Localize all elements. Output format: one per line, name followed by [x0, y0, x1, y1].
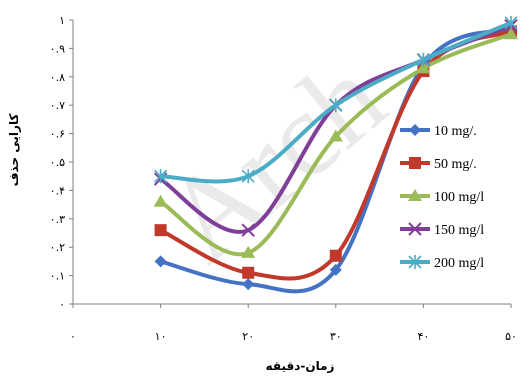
x-tick-label: ۰: [70, 330, 76, 343]
series-5: [154, 15, 518, 184]
y-tick-label: ۰.۹: [50, 42, 65, 55]
data-point: [504, 15, 518, 30]
y-tick-label: ۰.۱: [50, 270, 65, 283]
axes: ۰۰.۱۰.۲۰.۳۰.۴۰.۵۰.۶۰.۷۰.۸۰.۹۱۰ ۱۰ ۲۰ ۳۰ ۴۰ ۵۰: [50, 14, 517, 343]
legend-label: 150 mg/l: [434, 223, 484, 238]
series-3: [153, 27, 518, 258]
y-tick-label: ۱: [59, 14, 65, 27]
x-tick-label: ۱۰: [155, 330, 167, 343]
x-tick-label: ۵۰: [505, 330, 517, 343]
data-point: [241, 169, 255, 184]
y-tick-label: ۰.۴: [50, 184, 65, 197]
series-line: [158, 26, 513, 294]
series-layer: [153, 15, 518, 294]
y-tick-label: ۰.۵: [50, 156, 65, 169]
legend-swatch-marker: [408, 255, 422, 269]
data-point: [329, 263, 342, 276]
legend-swatch-marker: [408, 189, 422, 201]
y-axis-title: کارایی حذف: [7, 114, 21, 187]
legend-item: 150 mg/l: [400, 222, 484, 238]
y-tick-label: ۰: [59, 298, 65, 311]
legend-label: 50 mg/.: [434, 157, 477, 172]
data-point: [154, 224, 167, 237]
data-point: [329, 98, 343, 113]
data-point: [241, 245, 256, 258]
legend-swatch-marker: [409, 157, 421, 169]
y-tick-label: ۰.۲: [50, 241, 65, 254]
legend-item: 200 mg/l: [400, 255, 484, 271]
legend-item: 50 mg/.: [400, 157, 477, 172]
legend-label: 200 mg/l: [434, 256, 484, 271]
y-tick-label: ۰.۷: [50, 99, 65, 112]
data-point: [242, 266, 255, 279]
data-point: [154, 169, 168, 184]
x-tick-label: ۳۰: [330, 330, 342, 343]
data-point: [153, 194, 168, 207]
y-tick-label: ۰.۶: [50, 128, 65, 141]
data-point: [242, 278, 255, 291]
data-point: [504, 27, 518, 40]
data-point: [241, 223, 255, 237]
x-tick-label: ۴۰: [417, 330, 429, 343]
legend-label: 10 mg/.: [434, 124, 477, 139]
legend-swatch-marker: [409, 124, 421, 136]
y-tick-label: ۰.۸: [50, 71, 65, 84]
legend-item: 10 mg/.: [400, 124, 477, 139]
legend-swatch-marker: [408, 222, 422, 236]
y-tick-label: ۰.۳: [50, 213, 65, 226]
data-point: [416, 52, 430, 67]
data-point: [329, 249, 342, 262]
data-point: [154, 255, 167, 268]
data-point: [328, 129, 343, 142]
legend-item: 100 mg/l: [400, 189, 484, 205]
data-point: [416, 61, 431, 74]
legend: 10 mg/. 50 mg/. 100 mg/l 150 mg/l 200 mg/l: [400, 124, 484, 271]
legend-label: 100 mg/l: [434, 190, 484, 205]
x-tick-label: ۲۰: [242, 330, 254, 343]
x-axis-title: زمان-دقیقه: [266, 359, 335, 373]
